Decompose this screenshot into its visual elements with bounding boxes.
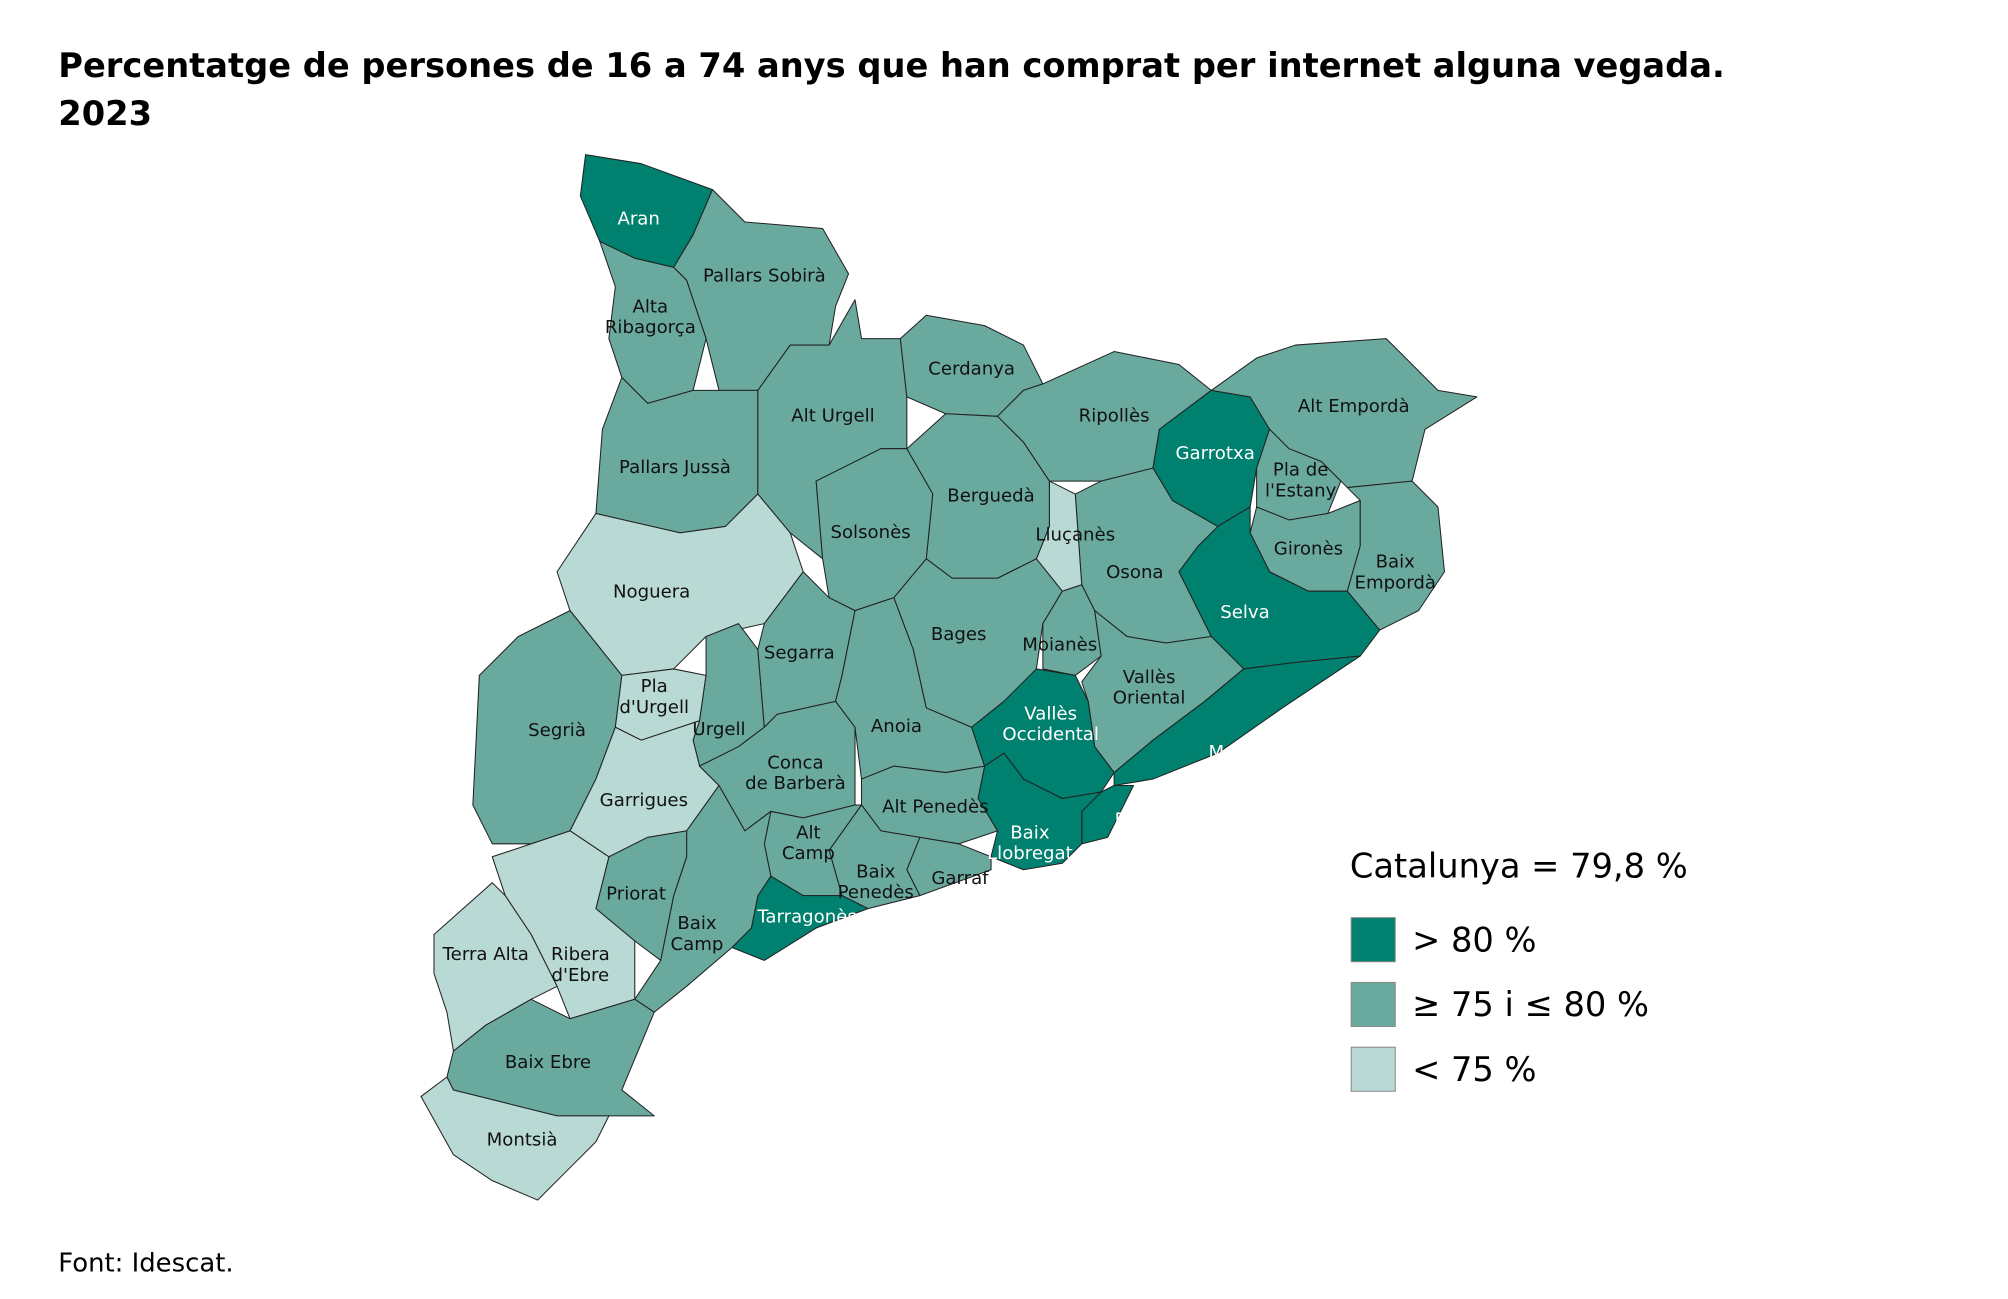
region [1346,480,1445,631]
region-label: Baix Camp [671,913,724,955]
region-label: Alt Penedès [882,797,988,818]
region-label: Osona [1106,562,1163,583]
region-label: Garrotxa [1175,443,1254,464]
legend-title: Catalunya = 79,8 % [1350,847,1688,886]
region-label: Ribera d'Ebre [551,944,610,986]
region-label: Barcelonès [1115,810,1215,831]
region-label: Montsià [487,1129,558,1150]
region [1113,655,1361,787]
region-label: Alta Ribagorça [605,296,696,338]
region-label: Pallars Sobirà [703,265,826,286]
region-label: Conca de Barberà [745,753,846,795]
legend-label: ≥ 75 i ≤ 80 % [1412,985,1649,1024]
region-label: Alt Urgell [791,405,874,426]
region-label: Garraf [931,868,989,889]
region-label: Vallès Oriental [1113,667,1186,709]
region [595,376,759,534]
region-label: Aran [617,208,659,229]
region-label: Ripollès [1079,405,1150,426]
region-label: Tarragonès [756,907,857,928]
region-label: Urgell [692,719,745,740]
region-label: Anoia [871,716,922,737]
region-label: Berguedà [947,486,1034,507]
legend-swatch [1350,917,1396,963]
region-label: Segarra [764,642,835,663]
legend-label: > 80 % [1412,920,1536,959]
region-label: Vallès Occidental [1002,703,1099,745]
region-label: Selva [1220,602,1270,623]
legend-label: < 75 % [1412,1050,1536,1089]
region-label: Maresme [1209,742,1292,763]
region-labels: Aran Pallars Sobirà Alta Ribagorça Pallars J… [442,208,1436,1150]
region-label: Moianès [1022,635,1097,656]
region-label: Gironès [1274,539,1343,560]
regions [420,154,1478,1201]
region-label: Priorat [606,883,666,904]
legend: > 80 % ≥ 75 i ≤ 80 % < 75 % [1350,917,1649,1092]
region-label: Baix Penedès [838,861,914,903]
region-label: Alt Empordà [1298,396,1410,417]
title: Percentatge de persones de 16 a 74 anys … [58,46,1724,133]
region-label: Pla d'Urgell [619,676,689,718]
legend-swatch [1350,1046,1396,1092]
legend-swatch [1350,981,1396,1028]
region-label: Garrigues [600,790,688,811]
source: Font: Idescat. [58,1248,233,1278]
region-label: Baix Llobregat [987,822,1073,864]
region-label: Baix Empordà [1355,552,1436,594]
region-label: Solsonès [830,522,910,543]
region-label: Pallars Jussà [619,457,731,478]
region [420,1076,610,1201]
region-label: Pla de l'Estany [1265,460,1337,502]
region-label: Baix Ebre [505,1052,591,1073]
region [673,189,850,391]
region [757,299,908,560]
region-label: Bages [931,624,987,645]
region-label: Lluçanès [1035,524,1115,545]
region-label: Terra Alta [442,944,529,965]
region-label: Alt Camp [782,822,835,864]
region-label: Cerdanya [928,359,1015,380]
region-label: Segrià [528,720,586,741]
region-label: Noguera [613,581,690,602]
